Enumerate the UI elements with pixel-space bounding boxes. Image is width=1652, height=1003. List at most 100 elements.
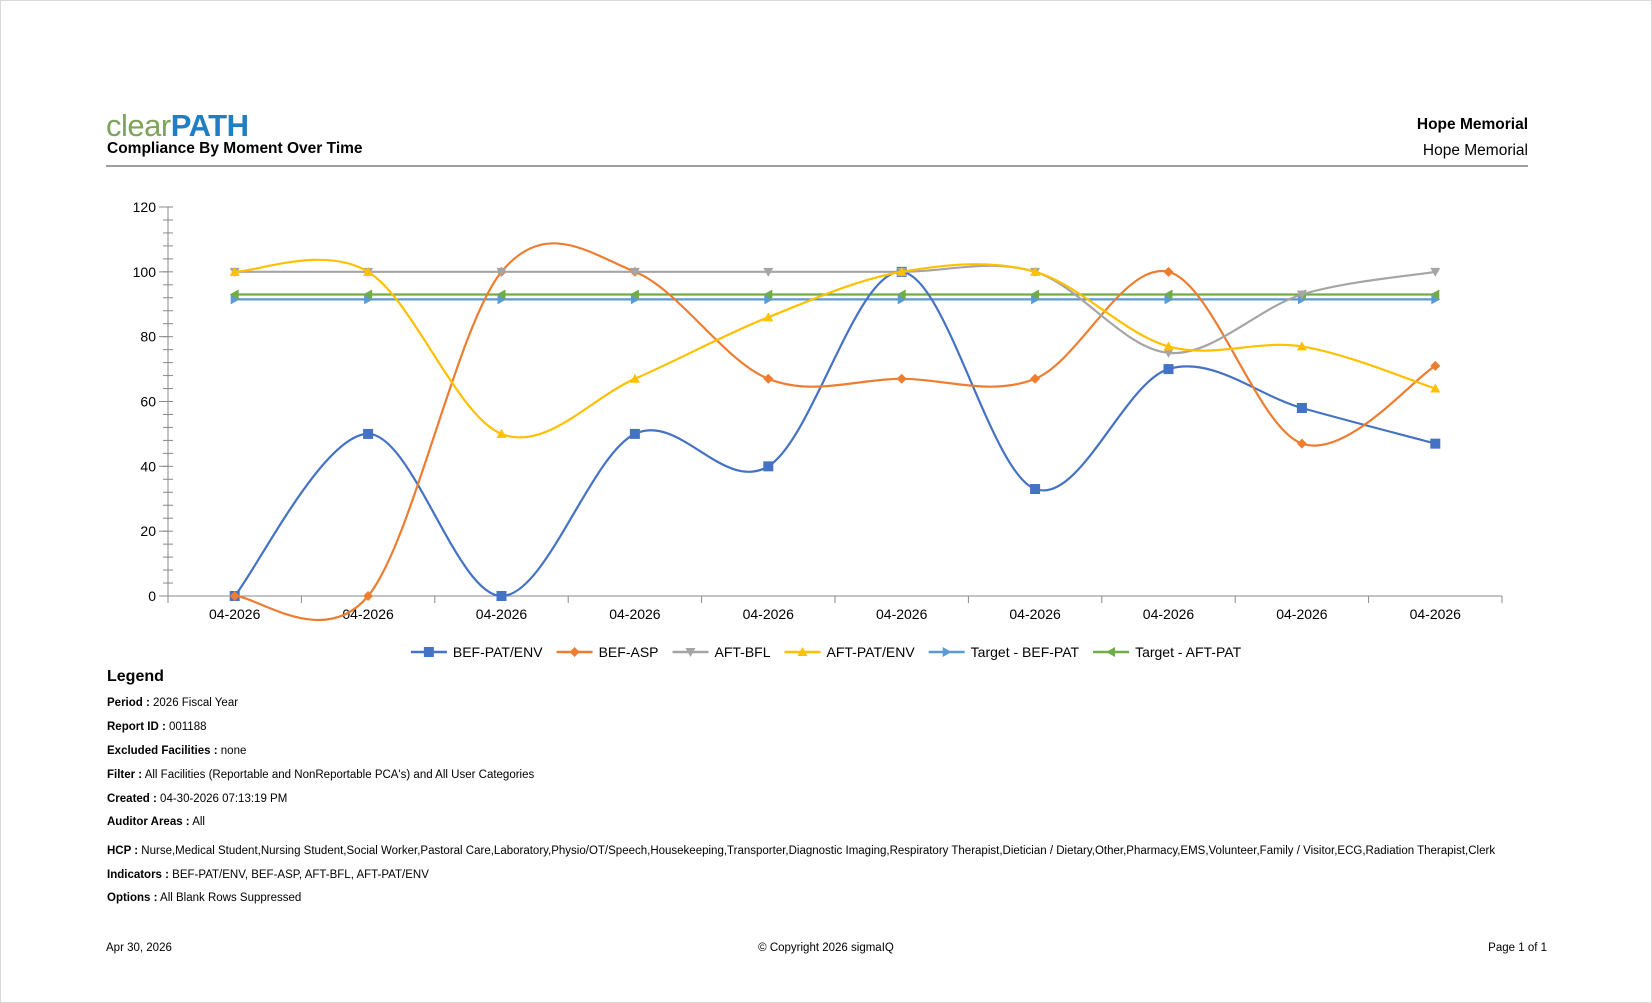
x-tick-label: 04-2026 [876,606,928,622]
param-label: Filter : [107,769,143,781]
param-line: Period : 2026 Fiscal Year [107,697,238,709]
data-point [1030,289,1040,300]
data-point [363,266,374,276]
data-point [1030,484,1041,495]
data-point [1030,373,1041,384]
series-line [234,264,1436,355]
data-point [629,267,640,277]
data-point [497,294,507,305]
data-point [1296,438,1307,449]
param-value: 2026 Fiscal Year [149,697,239,709]
legend-entry: AFT-BFL [672,644,771,660]
data-point [1031,294,1041,305]
data-point [363,428,374,439]
param-label: Report ID : [107,721,166,733]
series-line [234,242,1436,622]
data-point [1296,341,1307,351]
data-point [1163,289,1173,300]
param-line: HCP : Nurse,Medical Student,Nursing Stud… [107,845,1495,857]
param-value: none [217,745,247,757]
data-point [1430,267,1441,277]
y-tick-label: 40 [140,458,156,474]
data-point [229,289,239,300]
data-point [496,289,506,300]
x-tick-label: 04-2026 [342,606,394,622]
legend-label: BEF-PAT/ENV [453,644,543,660]
data-point [763,267,774,277]
x-tick-label: 04-2026 [609,606,661,622]
compliance-line-chart: 0 20 40 60 80 100 120 04-2026 04-2026 04-2026 04-2… [133,199,1503,660]
report-title: Compliance By Moment Over Time [107,140,363,157]
legend-label: Target - AFT-PAT [1135,644,1242,660]
param-value: All Blank Rows Suppressed [157,892,302,904]
series-line [233,270,1436,598]
header-divider [106,165,1528,167]
param-label: HCP : [107,845,139,857]
data-point [896,289,906,300]
legend-entry: BEF-PAT/ENV [410,644,543,660]
legend-entry: AFT-PAT/ENV [784,644,915,660]
param-line: Auditor Areas : All [107,816,205,828]
data-point [1297,294,1307,305]
logo-text-clear: clear [106,108,171,143]
data-point [496,428,507,438]
legend-swatch-marker [569,647,580,657]
data-point [763,289,773,300]
y-tick-label: 20 [140,523,156,539]
legend-swatch-marker [1106,647,1116,657]
legend-label: Target - BEF-PAT [971,644,1080,660]
x-tick-label: 04-2026 [1410,606,1462,622]
y-tick-label: 120 [133,199,157,215]
data-point [1430,360,1441,371]
series-line [234,258,1436,439]
data-point [763,312,774,322]
data-point [496,591,507,601]
data-point [1430,383,1441,393]
data-point [629,428,640,439]
series-4 [230,294,1441,305]
legend-swatch-marker [685,648,696,657]
param-value: BEF-PAT/ENV, BEF-ASP, AFT-BFL, AFT-PAT/E… [168,869,429,881]
data-point [896,373,907,384]
facility-name: Hope Memorial [1422,142,1528,159]
param-label: Excluded Facilities : [107,745,218,757]
param-label: Created : [107,793,157,805]
param-label: Auditor Areas : [107,816,190,828]
data-point [1431,294,1441,305]
param-value: 04-30-2026 07:13:19 PM [156,793,288,805]
param-line: Options : All Blank Rows Suppressed [107,892,301,904]
data-point [1430,289,1440,300]
legend-entry: Target - AFT-PAT [1093,644,1242,660]
data-point [897,294,907,305]
param-value: All [189,816,205,828]
data-point [1296,402,1307,413]
data-point [1163,348,1174,358]
data-point [763,461,774,472]
series-3 [229,258,1441,439]
data-point [230,294,240,305]
param-line: Filter : All Facilities (Reportable and … [107,769,534,781]
data-point [1163,341,1174,351]
y-tick-label: 60 [140,394,156,410]
logo-text-path: PATH [170,108,249,143]
legend-swatch-marker [423,647,434,657]
data-point [229,591,240,601]
data-point [1163,364,1174,375]
y-tick-label: 100 [133,264,157,280]
x-tick-label: 04-2026 [1276,606,1328,622]
param-value: 001188 [165,721,207,733]
legend-entry: BEF-ASP [556,644,659,660]
data-point [1163,266,1174,277]
param-value: Nurse,Medical Student,Nursing Student,So… [138,845,1496,857]
data-point [1164,294,1174,305]
data-point [229,266,240,276]
legend-entry: Target - BEF-PAT [928,644,1080,660]
data-point [629,373,640,383]
y-tick-label: 0 [148,588,156,604]
param-line: Indicators : BEF-PAT/ENV, BEF-ASP, AFT-B… [107,869,429,881]
data-point [363,289,373,300]
data-point [763,373,774,384]
x-tick-label: 04-2026 [1009,606,1061,622]
series-1 [229,242,1441,622]
param-label: Options : [107,892,158,904]
